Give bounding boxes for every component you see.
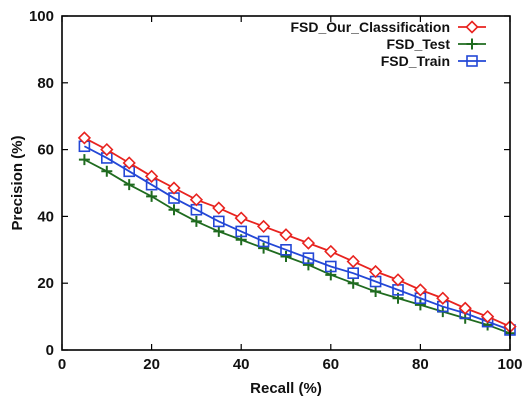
series-layer [77, 131, 517, 339]
x-tick-label: 80 [412, 356, 429, 373]
series-line [83, 145, 511, 331]
series-fsd-our-classification [77, 131, 517, 334]
data-point [346, 254, 360, 269]
y-tick-label: 20 [37, 275, 54, 292]
data-point [100, 142, 114, 157]
x-tick-label: 20 [143, 356, 160, 373]
y-axis-label: Precision (%) [9, 135, 26, 230]
data-point [302, 252, 315, 264]
y-tick-label: 100 [29, 8, 54, 25]
y-tick-label: 60 [37, 142, 54, 159]
legend-label: FSD_Test [386, 36, 450, 52]
data-point [235, 225, 247, 238]
data-point [213, 225, 225, 237]
data-point [212, 201, 226, 215]
data-point [168, 204, 180, 216]
legend-marker [466, 55, 478, 67]
legend-label: FSD_Train [381, 53, 450, 69]
x-axis-label: Recall (%) [250, 380, 322, 397]
data-point [436, 291, 450, 305]
data-point [190, 215, 202, 227]
data-point [280, 244, 292, 256]
data-point [123, 179, 135, 191]
series-fsd-test [78, 154, 516, 339]
axis-ticks: 0 20 40 60 80 100 0 20 40 60 80 100 [29, 8, 523, 373]
x-tick-label: 100 [497, 356, 522, 373]
data-point [234, 211, 248, 225]
data-point [480, 309, 495, 324]
y-tick-label: 0 [46, 342, 54, 359]
data-point [146, 190, 158, 202]
data-point [368, 264, 383, 279]
x-tick-label: 40 [233, 356, 250, 373]
data-point [78, 154, 90, 166]
x-tick-label: 0 [58, 356, 66, 373]
data-point [324, 260, 337, 273]
data-point [347, 267, 360, 279]
data-point [280, 250, 292, 262]
data-point [458, 301, 472, 315]
data-point [414, 299, 426, 311]
data-point [167, 181, 181, 195]
legend-marker [466, 38, 478, 50]
data-point [279, 228, 293, 242]
data-point [258, 242, 270, 254]
y-tick-label: 40 [37, 208, 54, 225]
data-point [122, 156, 136, 170]
data-point [347, 277, 359, 289]
data-point [189, 193, 204, 207]
legend-marker [465, 20, 479, 34]
x-tick-label: 60 [322, 356, 339, 373]
data-point [213, 215, 225, 228]
data-point [370, 286, 382, 298]
plot-frame [61, 15, 511, 351]
data-point [101, 165, 113, 177]
data-point [144, 169, 159, 183]
data-point [77, 131, 92, 145]
series-line [83, 158, 511, 335]
data-point [324, 244, 338, 259]
legend-label: FSD_Our_Classification [291, 19, 451, 35]
data-point [413, 283, 428, 297]
data-point [256, 219, 271, 234]
data-point [301, 236, 316, 250]
data-point [302, 259, 314, 271]
data-point [391, 273, 405, 287]
y-tick-label: 80 [37, 75, 54, 92]
data-point [257, 235, 270, 248]
